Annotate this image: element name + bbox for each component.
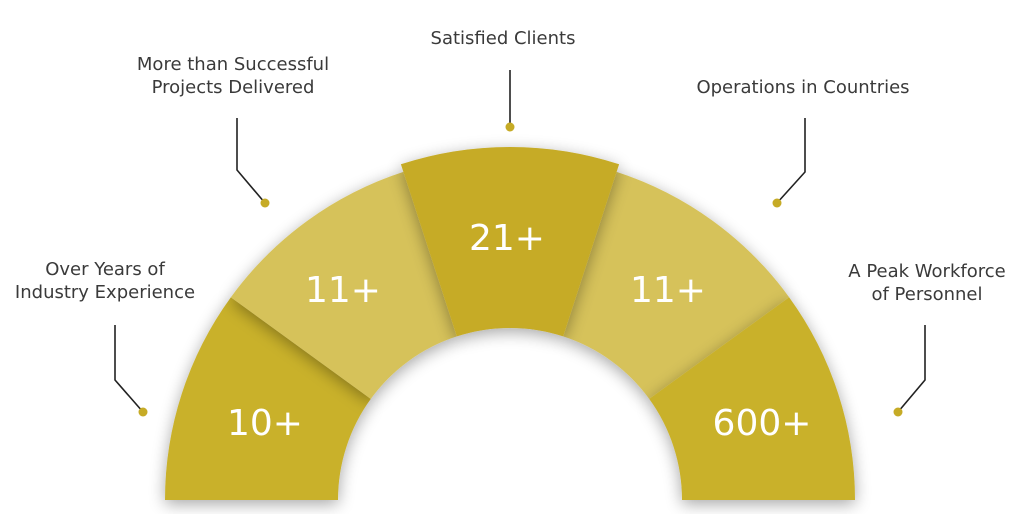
- segment-label: A Peak Workforce: [848, 261, 1005, 282]
- segment-label: Industry Experience: [15, 282, 195, 303]
- semicircle: 10+ 11+ 21+ 11+ 600+: [165, 147, 855, 500]
- segment-value: 600+: [713, 403, 812, 444]
- segment-label: of Personnel: [871, 284, 982, 305]
- callout-line: [236, 118, 266, 204]
- segment-value: 11+: [630, 270, 706, 311]
- segment-label: Over Years of: [45, 259, 165, 280]
- callout-line: [776, 118, 806, 204]
- segment: [230, 171, 457, 399]
- segment: [165, 297, 371, 500]
- segment-value: 21+: [469, 218, 545, 259]
- segment-label: Satisfied Clients: [431, 28, 576, 49]
- segment: [563, 171, 790, 399]
- segment-label: Projects Delivered: [152, 77, 315, 98]
- segment-label: Operations in Countries: [696, 77, 909, 98]
- segment-value: 10+: [227, 403, 303, 444]
- segment: [649, 297, 855, 500]
- callout-line: [897, 325, 926, 413]
- callout-dot: [505, 122, 515, 132]
- segment-value: 11+: [305, 270, 381, 311]
- callout-dot: [772, 198, 782, 208]
- callout-dot: [893, 407, 903, 417]
- segment: [400, 147, 620, 337]
- callout-dot: [138, 407, 148, 417]
- callout-line: [114, 325, 144, 413]
- callout-dot: [260, 198, 270, 208]
- segment-label: More than Successful: [137, 54, 329, 75]
